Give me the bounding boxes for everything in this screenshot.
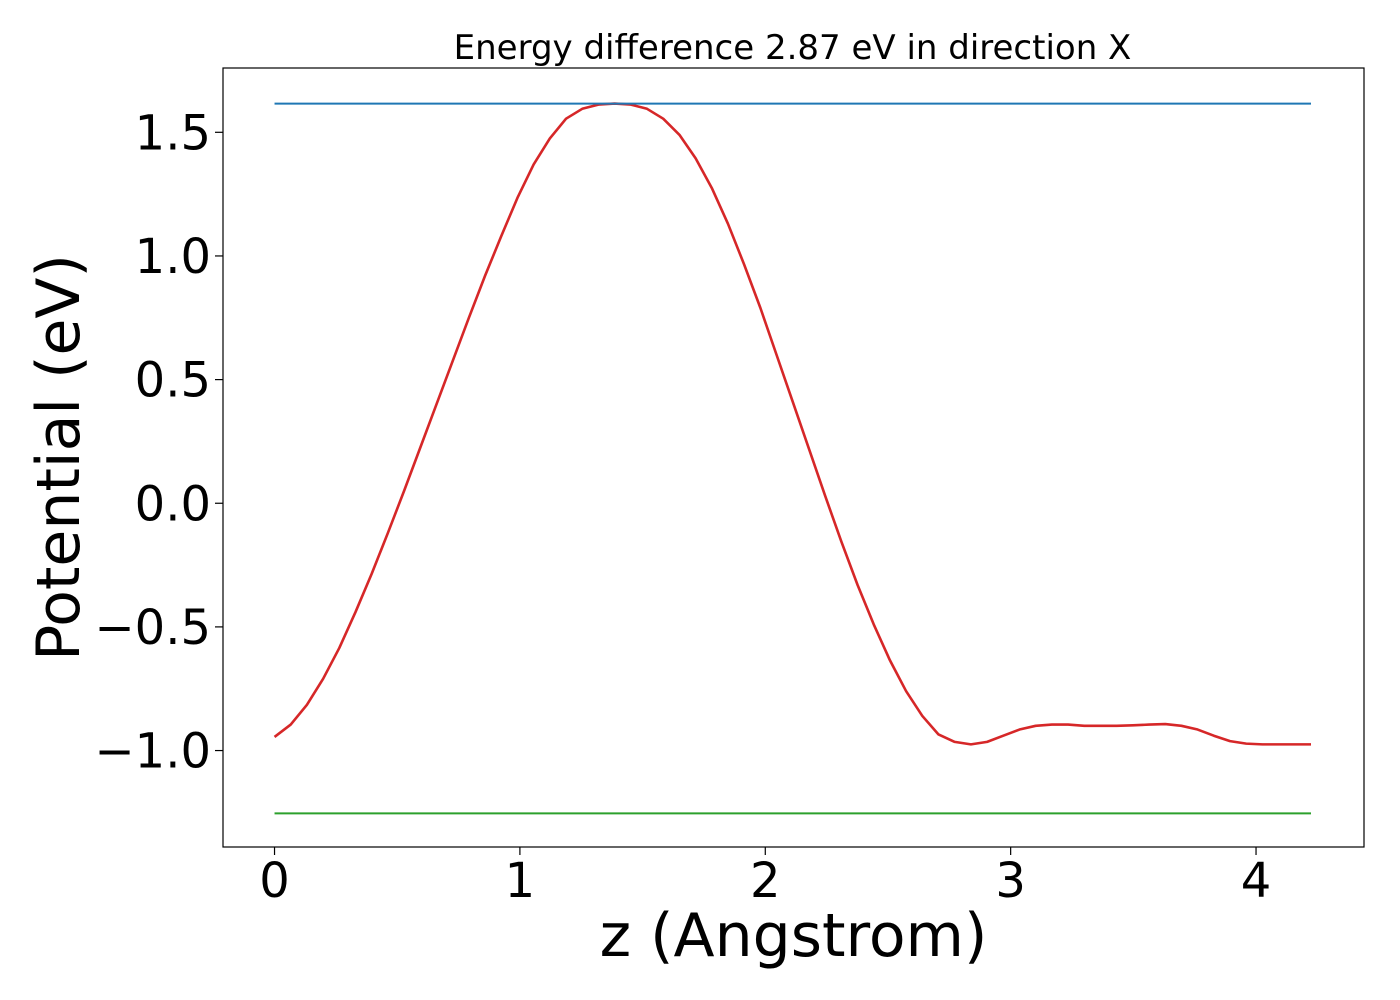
y-tick-label: 1.5: [135, 105, 211, 161]
y-tick-label: −1.0: [94, 724, 211, 780]
y-axis-label: Potential (eV): [24, 254, 94, 661]
x-tick-label: 0: [259, 853, 290, 909]
x-axis-ticks: 0 1 2 3 4: [259, 847, 1271, 909]
x-tick-label: 3: [995, 853, 1026, 909]
plot-frame: [222, 67, 1365, 848]
x-tick-label: 1: [505, 853, 536, 909]
x-tick-label: 4: [1241, 853, 1272, 909]
y-tick-label: 0.5: [135, 353, 211, 409]
y-tick-label: −0.5: [94, 600, 211, 656]
series-lines: [273, 102, 1311, 815]
y-axis-ticks: −1.0 −0.5 0.0 0.5 1.0 1.5: [94, 105, 223, 780]
x-tick-label: 2: [750, 853, 781, 909]
x-axis-label: z (Angstrom): [600, 901, 988, 971]
series-line-1: [273, 102, 1311, 746]
y-tick-label: 1.0: [135, 229, 211, 285]
y-tick-label: 0.0: [135, 476, 211, 532]
chart-title: Energy difference 2.87 eV in direction X: [454, 28, 1132, 68]
